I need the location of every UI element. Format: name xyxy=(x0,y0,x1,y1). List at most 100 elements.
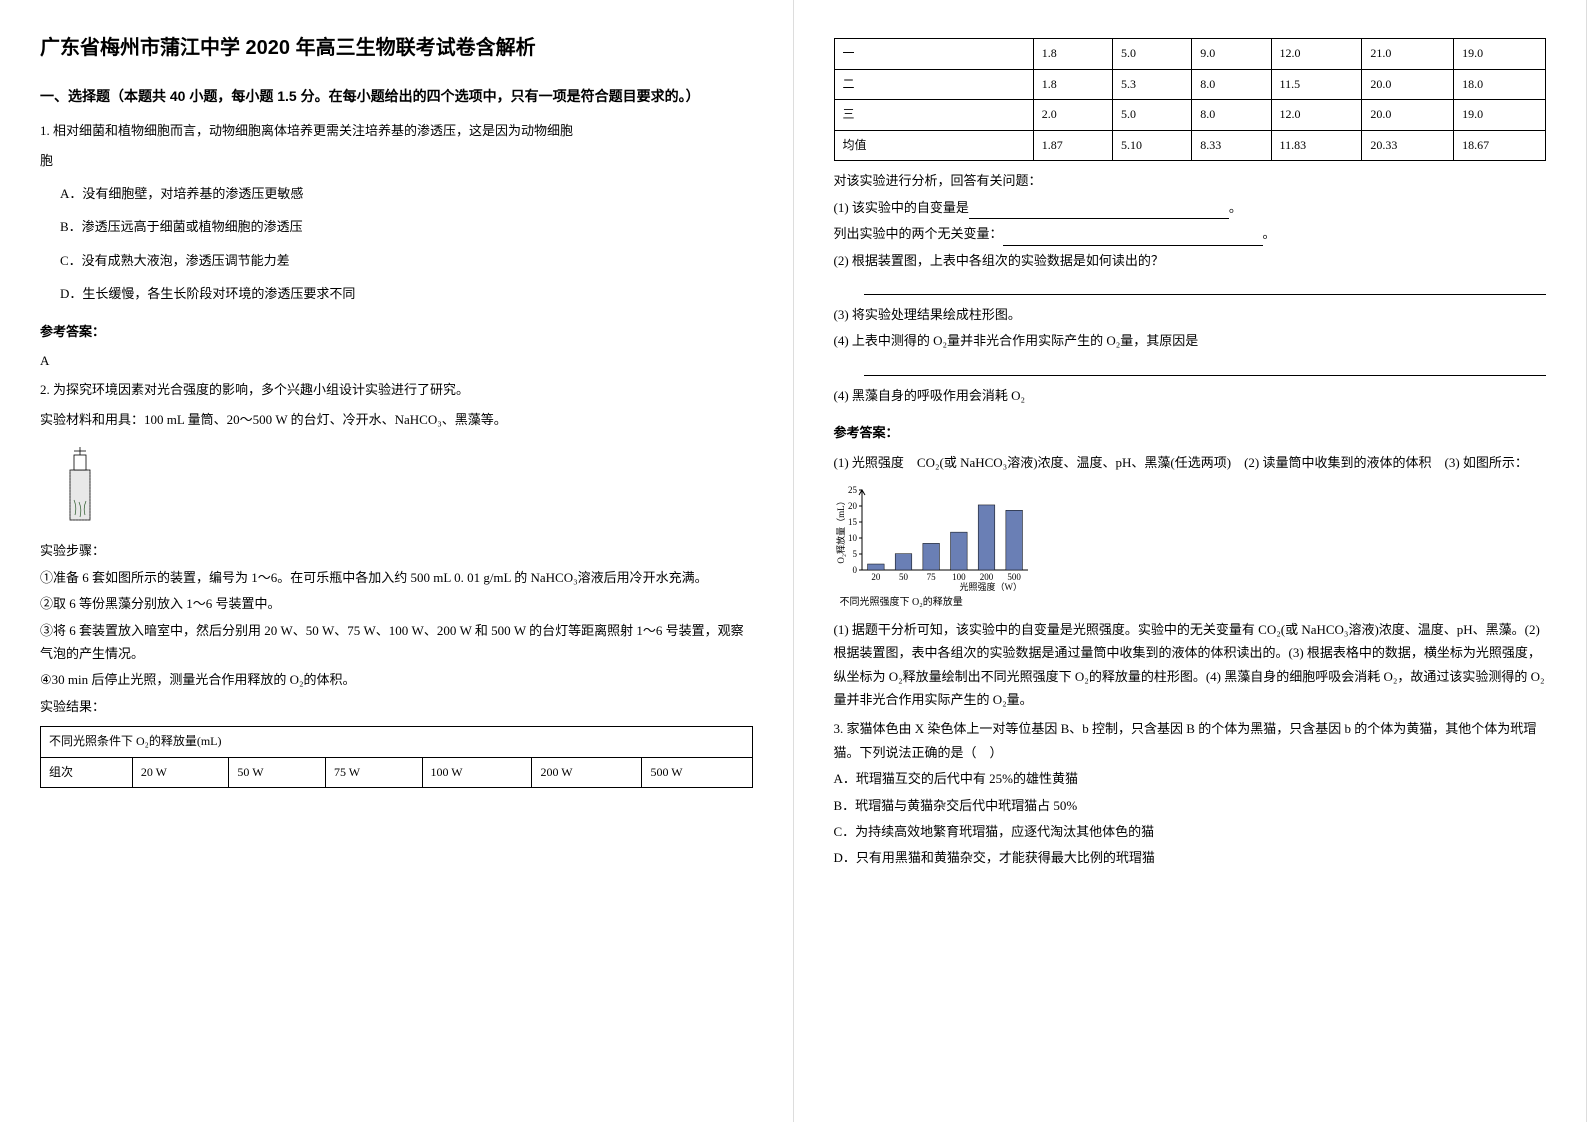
q1-optC: C．没有成熟大液泡，渗透压调节能力差 xyxy=(60,249,753,272)
answer-label-2: 参考答案： xyxy=(834,421,1547,444)
td: 8.33 xyxy=(1192,130,1271,161)
svg-text:10: 10 xyxy=(848,533,858,543)
table-row: 均值 1.87 5.10 8.33 11.83 20.33 18.67 xyxy=(834,130,1546,161)
td: 2.0 xyxy=(1033,100,1112,131)
td: 12.0 xyxy=(1271,39,1362,70)
table-row: 二 1.8 5.3 8.0 11.5 20.0 18.0 xyxy=(834,69,1546,100)
th-3: 75 W xyxy=(325,757,422,788)
q2-ans1: (1) 光照强度 CO₂(或 NaHCO₃溶液)浓度、温度、pH、黑藻(任选两项… xyxy=(834,451,1547,474)
q2-ans2: (1) 据题干分析可知，该实验中的自变量是光照强度。实验中的无关变量有 CO₂(… xyxy=(834,618,1547,712)
q2-step3: ③将 6 套装置放入暗室中，然后分别用 20 W、50 W、75 W、100 W… xyxy=(40,619,753,666)
td: 二 xyxy=(834,69,1033,100)
td: 19.0 xyxy=(1454,100,1546,131)
q1-stem-cont: 胞 xyxy=(40,149,753,172)
bar-chart: 0510152025205075100200500光照强度（W）O₂释放量（mL… xyxy=(834,484,1547,612)
q2-step2: ②取 6 等份黑藻分别放入 1～6 号装置中。 xyxy=(40,592,753,615)
q3-optC: C．为持续高效地繁育玳瑁猫，应逐代淘汰其他体色的猫 xyxy=(834,820,1547,843)
q1-optB: B．渗透压远高于细菌或植物细胞的渗透压 xyxy=(60,215,753,238)
td: 18.0 xyxy=(1454,69,1546,100)
svg-text:75: 75 xyxy=(926,572,936,582)
period: 。 xyxy=(1229,200,1242,215)
td: 1.87 xyxy=(1033,130,1112,161)
th-1: 20 W xyxy=(132,757,229,788)
svg-text:50: 50 xyxy=(899,572,909,582)
td: 5.0 xyxy=(1112,100,1191,131)
td: 均值 xyxy=(834,130,1033,161)
td: 19.0 xyxy=(1454,39,1546,70)
q1-answer: A xyxy=(40,349,753,372)
q3: 3. 家猫体色由 X 染色体上一对等位基因 B、b 控制，只含基因 B 的个体为… xyxy=(834,717,1547,869)
td: 20.0 xyxy=(1362,69,1454,100)
td: 18.67 xyxy=(1454,130,1546,161)
td: 8.0 xyxy=(1192,100,1271,131)
q2-stem1: 2. 为探究环境因素对光合强度的影响，多个兴趣小组设计实验进行了研究。 xyxy=(40,378,753,401)
chart-svg: 0510152025205075100200500光照强度（W）O₂释放量（mL… xyxy=(834,484,1034,594)
exam-title: 广东省梅州市蒲江中学 2020 年高三生物联考试卷含解析 xyxy=(40,30,753,66)
svg-text:100: 100 xyxy=(952,572,966,582)
blank xyxy=(969,205,1229,219)
svg-text:20: 20 xyxy=(848,501,858,511)
table-row: 三 2.0 5.0 8.0 12.0 20.0 19.0 xyxy=(834,100,1546,131)
td: 5.0 xyxy=(1112,39,1191,70)
q2b-sub1b: 列出实验中的两个无关变量： 。 xyxy=(834,222,1547,245)
q3-optD: D．只有用黑猫和黄猫杂交，才能获得最大比例的玳瑁猫 xyxy=(834,846,1547,869)
td: 5.10 xyxy=(1112,130,1191,161)
answer-label-1: 参考答案： xyxy=(40,320,753,343)
th-6: 500 W xyxy=(642,757,752,788)
page-left: 广东省梅州市蒲江中学 2020 年高三生物联考试卷含解析 一、选择题（本题共 4… xyxy=(0,0,794,1122)
td: 11.83 xyxy=(1271,130,1362,161)
blank xyxy=(1003,232,1263,246)
period: 。 xyxy=(1263,226,1276,241)
q2-steps-label: 实验步骤： xyxy=(40,539,753,562)
q3-optA: A．玳瑁猫互交的后代中有 25%的雄性黄猫 xyxy=(834,767,1547,790)
chart-caption: 不同光照强度下 O₂的释放量 xyxy=(840,594,1547,612)
table2: 一 1.8 5.0 9.0 12.0 21.0 19.0 二 1.8 5.3 8… xyxy=(834,38,1547,161)
td: 21.0 xyxy=(1362,39,1454,70)
device-diagram xyxy=(60,445,100,525)
svg-text:5: 5 xyxy=(852,549,857,559)
q2-step4: ④30 min 后停止光照，测量光合作用释放的 O₂的体积。 xyxy=(40,668,753,691)
q2b-intro: 对该实验进行分析，回答有关问题： xyxy=(834,169,1547,192)
q1-stem: 1. 相对细菌和植物细胞而言，动物细胞离体培养更需关注培养基的渗透压，这是因为动… xyxy=(40,119,753,142)
td: 1.8 xyxy=(1033,69,1112,100)
table1-headers: 组次 20 W 50 W 75 W 100 W 200 W 500 W xyxy=(41,757,753,788)
q2b-sub4: (4) 上表中测得的 O₂量并非光合作用实际产生的 O₂量，其原因是 xyxy=(834,329,1547,352)
blank-line xyxy=(864,275,1547,295)
svg-text:200: 200 xyxy=(979,572,993,582)
svg-text:光照强度（W）: 光照强度（W） xyxy=(959,581,1022,592)
th-0: 组次 xyxy=(41,757,133,788)
th-2: 50 W xyxy=(229,757,326,788)
table1-title: 不同光照条件下 O₂的释放量(mL) xyxy=(41,727,753,758)
td: 8.0 xyxy=(1192,69,1271,100)
q2b-sub1a: (1) 该实验中的自变量是。 xyxy=(834,196,1547,219)
td: 一 xyxy=(834,39,1033,70)
td: 20.33 xyxy=(1362,130,1454,161)
td: 20.0 xyxy=(1362,100,1454,131)
th-4: 100 W xyxy=(422,757,532,788)
q2b-sub4b: (4) 黑藻自身的呼吸作用会消耗 O₂ xyxy=(834,384,1547,407)
th-5: 200 W xyxy=(532,757,642,788)
td: 1.8 xyxy=(1033,39,1112,70)
q1: 1. 相对细菌和植物细胞而言，动物细胞离体培养更需关注培养基的渗透压，这是因为动… xyxy=(40,119,753,305)
q1-optA: A．没有细胞壁，对培养基的渗透压更敏感 xyxy=(60,182,753,205)
q3-optB: B．玳瑁猫与黄猫杂交后代中玳瑁猫占 50% xyxy=(834,794,1547,817)
q2b-sub2: (2) 根据装置图，上表中各组次的实验数据是如何读出的？ xyxy=(834,249,1547,272)
svg-text:O₂释放量（mL）: O₂释放量（mL） xyxy=(835,496,846,563)
svg-text:500: 500 xyxy=(1007,572,1021,582)
td: 12.0 xyxy=(1271,100,1362,131)
td: 11.5 xyxy=(1271,69,1362,100)
table-row: 一 1.8 5.0 9.0 12.0 21.0 19.0 xyxy=(834,39,1546,70)
section1-heading: 一、选择题（本题共 40 小题，每小题 1.5 分。在每小题给出的四个选项中，只… xyxy=(40,84,753,109)
q2-results-label: 实验结果： xyxy=(40,695,753,718)
svg-text:25: 25 xyxy=(848,485,858,495)
svg-text:20: 20 xyxy=(871,572,881,582)
q3-stem: 3. 家猫体色由 X 染色体上一对等位基因 B、b 控制，只含基因 B 的个体为… xyxy=(834,717,1547,764)
blank-line xyxy=(864,356,1547,376)
td: 三 xyxy=(834,100,1033,131)
q2-step1: ①准备 6 套如图所示的装置，编号为 1～6。在可乐瓶中各加入约 500 mL … xyxy=(40,566,753,589)
sub1b-text: 列出实验中的两个无关变量： xyxy=(834,226,1003,241)
q2b-sub3: (3) 将实验处理结果绘成柱形图。 xyxy=(834,303,1547,326)
q2-stem2: 实验材料和用具：100 mL 量筒、20～500 W 的台灯、冷开水、NaHCO… xyxy=(40,408,753,431)
table1: 不同光照条件下 O₂的释放量(mL) 组次 20 W 50 W 75 W 100… xyxy=(40,726,753,788)
svg-text:15: 15 xyxy=(848,517,858,527)
